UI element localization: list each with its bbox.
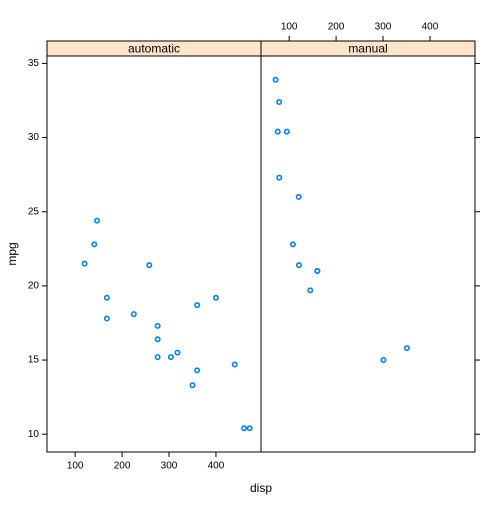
point: [174, 349, 181, 356]
point: [283, 128, 290, 135]
point: [81, 260, 88, 267]
y-tick-label: 10: [28, 429, 40, 440]
x-tick-label: 100: [67, 461, 84, 472]
point: [103, 294, 110, 301]
point: [314, 268, 321, 275]
point: [91, 241, 98, 248]
point: [167, 354, 174, 361]
panel: [260, 55, 476, 453]
x-tick-label: 400: [422, 22, 439, 33]
point: [274, 128, 281, 135]
point: [295, 193, 302, 200]
point: [154, 354, 161, 361]
y-tick-label: 20: [28, 281, 40, 292]
strip-label: automatic: [128, 42, 180, 56]
x-tick-label: 300: [375, 22, 392, 33]
point: [189, 382, 196, 389]
point: [380, 357, 387, 364]
point: [194, 367, 201, 374]
y-axis-label: mpg: [5, 242, 19, 265]
point: [272, 76, 279, 83]
point: [241, 425, 248, 432]
y-tick-label: 30: [28, 132, 40, 143]
point: [246, 425, 253, 432]
x-tick-label: 100: [281, 22, 298, 33]
point: [146, 262, 153, 269]
y-tick-label: 35: [28, 58, 40, 69]
point: [276, 174, 283, 181]
x-tick-label: 300: [161, 461, 178, 472]
point: [154, 322, 161, 329]
x-axis-label: disp: [250, 481, 272, 495]
x-tick-label: 200: [114, 461, 131, 472]
panel: [46, 55, 262, 453]
point: [130, 311, 137, 318]
point: [276, 98, 283, 105]
y-tick-label: 25: [28, 206, 40, 217]
point: [103, 315, 110, 322]
point: [289, 241, 296, 248]
point: [231, 361, 238, 368]
x-tick-label: 400: [208, 461, 225, 472]
point: [194, 302, 201, 309]
point: [296, 262, 303, 269]
x-tick-label: 200: [328, 22, 345, 33]
point: [403, 345, 410, 352]
strip-label: manual: [348, 42, 387, 56]
point: [212, 294, 219, 301]
point: [154, 336, 161, 343]
point: [94, 217, 101, 224]
y-tick-label: 15: [28, 355, 40, 366]
point: [307, 287, 314, 294]
